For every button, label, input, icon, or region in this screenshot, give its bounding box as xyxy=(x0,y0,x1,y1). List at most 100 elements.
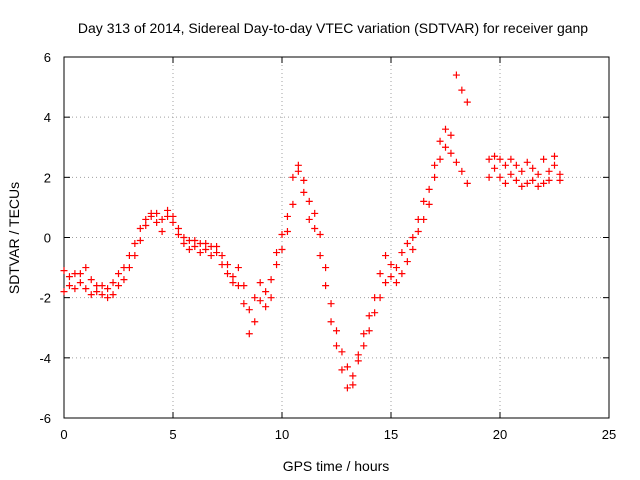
data-point xyxy=(65,282,73,290)
data-point xyxy=(311,209,319,217)
data-point xyxy=(109,291,117,299)
data-point xyxy=(376,270,384,278)
data-point xyxy=(458,86,466,94)
y-tick-label: -2 xyxy=(39,291,51,306)
data-point xyxy=(213,243,221,251)
data-point xyxy=(545,176,553,184)
data-point xyxy=(104,294,112,302)
data-point xyxy=(322,264,330,272)
data-point xyxy=(98,291,106,299)
y-tick-label: 2 xyxy=(44,170,51,185)
x-tick-label: 15 xyxy=(384,427,398,442)
data-point xyxy=(349,372,357,380)
data-point xyxy=(60,288,68,296)
data-point xyxy=(283,212,291,220)
data-point xyxy=(300,176,308,184)
data-point xyxy=(87,276,95,284)
data-point xyxy=(354,357,362,365)
data-point xyxy=(251,294,259,302)
data-point xyxy=(343,363,351,371)
data-point xyxy=(267,294,275,302)
data-point xyxy=(300,188,308,196)
data-point xyxy=(316,252,324,260)
data-point xyxy=(485,155,493,163)
data-point xyxy=(420,197,428,205)
data-point xyxy=(256,279,264,287)
data-point xyxy=(213,249,221,257)
data-point xyxy=(174,224,182,232)
data-point xyxy=(240,300,248,308)
data-point xyxy=(371,309,379,317)
y-tick-label: -4 xyxy=(39,351,51,366)
x-tick-label: 20 xyxy=(493,427,507,442)
data-point xyxy=(191,237,199,245)
data-point xyxy=(60,267,68,275)
data-point xyxy=(529,164,537,172)
data-point xyxy=(158,215,166,223)
y-tick-label: 4 xyxy=(44,110,51,125)
data-point xyxy=(485,173,493,181)
data-point xyxy=(354,351,362,359)
data-point xyxy=(327,300,335,308)
data-point xyxy=(507,170,515,178)
data-point xyxy=(501,161,509,169)
data-point xyxy=(327,318,335,326)
chart-title: Day 313 of 2014, Sidereal Day-to-day VTE… xyxy=(78,20,588,36)
data-point xyxy=(142,221,150,229)
data-point xyxy=(322,282,330,290)
data-point xyxy=(229,273,237,281)
x-tick-label: 5 xyxy=(169,427,176,442)
data-point xyxy=(392,264,400,272)
data-point xyxy=(229,279,237,287)
data-point xyxy=(202,246,210,254)
data-point xyxy=(169,218,177,226)
data-point xyxy=(278,246,286,254)
data-point xyxy=(125,252,133,260)
data-point xyxy=(491,152,499,160)
data-point xyxy=(458,167,466,175)
data-point xyxy=(131,240,139,248)
data-point xyxy=(294,161,302,169)
data-point xyxy=(409,234,417,241)
data-point xyxy=(273,261,281,269)
data-point xyxy=(463,179,471,187)
data-point xyxy=(180,240,188,248)
data-point xyxy=(273,249,281,257)
data-point xyxy=(191,243,199,251)
data-point xyxy=(425,185,433,193)
data-point xyxy=(382,279,390,287)
data-point xyxy=(523,179,531,187)
data-point xyxy=(316,230,324,238)
data-point xyxy=(349,381,357,389)
data-point xyxy=(491,164,499,172)
data-point xyxy=(442,125,449,133)
data-point xyxy=(136,237,144,245)
data-point xyxy=(387,261,395,269)
data-point xyxy=(365,312,373,320)
data-point xyxy=(76,270,84,278)
data-point xyxy=(164,206,172,214)
data-marks xyxy=(60,71,564,392)
data-point xyxy=(496,155,504,163)
data-point xyxy=(387,273,395,281)
data-point xyxy=(534,170,542,178)
grid xyxy=(64,57,609,418)
data-point xyxy=(283,227,291,235)
data-point xyxy=(174,230,182,238)
data-point xyxy=(545,167,553,175)
data-point xyxy=(245,306,253,314)
data-point xyxy=(403,258,411,266)
data-point xyxy=(120,264,128,272)
data-point xyxy=(360,330,368,338)
data-point xyxy=(311,224,319,232)
data-point xyxy=(551,152,558,160)
data-point xyxy=(540,179,548,187)
data-point xyxy=(169,212,177,220)
data-point xyxy=(267,276,275,284)
data-point xyxy=(523,158,531,166)
y-axis-label: SDTVAR / TECUs xyxy=(6,182,22,294)
data-point xyxy=(256,297,264,305)
data-point xyxy=(540,155,548,163)
data-point xyxy=(447,149,455,157)
